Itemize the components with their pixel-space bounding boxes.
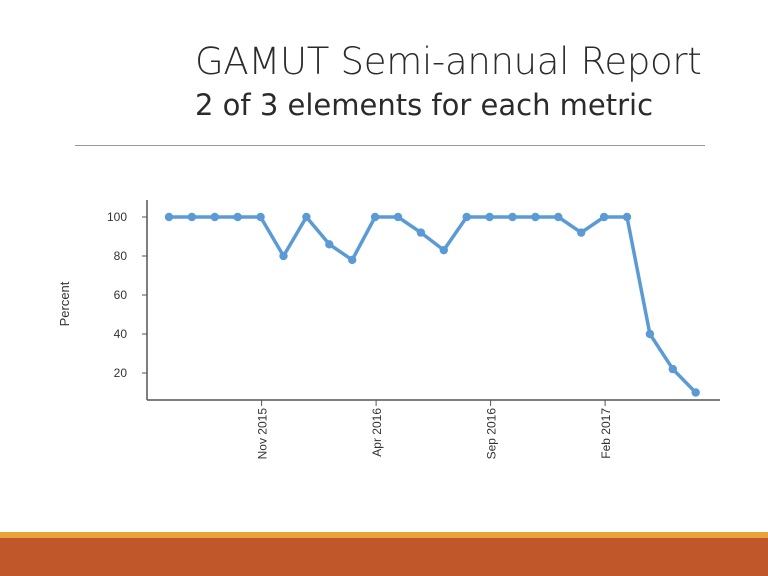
data-point — [325, 240, 334, 249]
data-point — [370, 212, 380, 222]
data-point — [691, 388, 700, 397]
data-point — [416, 228, 426, 237]
series-line — [167, 215, 698, 395]
data-point — [531, 212, 540, 222]
x-tick-label: Apr 2016 — [370, 408, 384, 457]
data-point — [645, 329, 655, 339]
data-point — [462, 212, 471, 222]
data-point — [439, 245, 448, 255]
y-tick-label: 20 — [114, 366, 128, 380]
x-tick-label: Sep 2016 — [485, 408, 499, 460]
data-point — [164, 212, 174, 222]
data-point — [393, 212, 403, 222]
data-point — [210, 212, 219, 222]
data-point — [577, 228, 586, 237]
y-tick-label: 100 — [107, 210, 127, 224]
y-tick-label: 80 — [114, 249, 128, 263]
data-point — [622, 212, 632, 222]
slide-title: GAMUT Semi-annual Report — [195, 40, 702, 83]
footer-accent-stripe — [0, 532, 768, 538]
footer-bar — [0, 538, 768, 576]
data-point — [485, 212, 494, 222]
data-point — [302, 212, 311, 222]
title-divider — [75, 145, 705, 146]
data-point — [279, 251, 288, 261]
data-point — [348, 255, 357, 265]
x-tick-label: Nov 2015 — [256, 408, 270, 460]
data-point — [508, 212, 517, 222]
data-point — [599, 212, 609, 222]
data-point — [668, 364, 677, 374]
y-tick-label: 40 — [114, 327, 128, 341]
y-axis-label: Percent — [57, 281, 72, 326]
data-point — [256, 212, 265, 222]
x-tick-label: Feb 2017 — [599, 408, 613, 459]
data-point — [187, 212, 197, 222]
slide-subtitle: 2 of 3 elements for each metric — [195, 88, 654, 122]
data-point — [554, 212, 563, 222]
data-point — [233, 212, 242, 222]
y-tick-label: 60 — [114, 288, 128, 302]
